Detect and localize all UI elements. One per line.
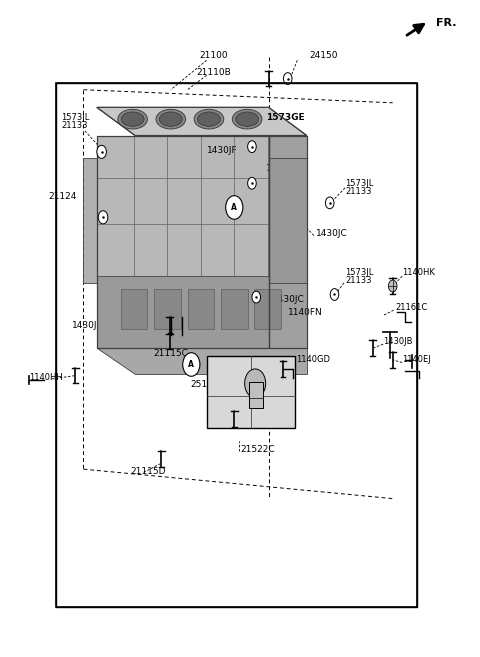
- Ellipse shape: [159, 112, 182, 126]
- Circle shape: [283, 73, 292, 85]
- Text: 21115D: 21115D: [130, 466, 166, 476]
- Text: 21115E: 21115E: [153, 337, 187, 346]
- Circle shape: [252, 291, 261, 303]
- Text: 21115C: 21115C: [153, 349, 188, 358]
- Text: 1430JF: 1430JF: [206, 146, 237, 155]
- Bar: [56, 83, 417, 606]
- Bar: [206, 356, 295, 428]
- Circle shape: [245, 369, 265, 397]
- Text: 1140HK: 1140HK: [402, 269, 435, 277]
- Text: 21114: 21114: [159, 317, 187, 327]
- Circle shape: [388, 280, 397, 292]
- Text: 21522C: 21522C: [240, 445, 275, 454]
- Circle shape: [325, 197, 334, 209]
- Text: 1140GD: 1140GD: [296, 355, 330, 365]
- Text: A: A: [231, 203, 237, 212]
- Text: 21100: 21100: [200, 51, 228, 60]
- Ellipse shape: [236, 112, 259, 126]
- Text: 21133: 21133: [345, 276, 372, 285]
- Text: 21124: 21124: [48, 192, 76, 201]
- Text: 21133: 21133: [61, 121, 87, 130]
- Circle shape: [97, 145, 107, 158]
- Bar: [120, 289, 147, 328]
- Text: 1430JC: 1430JC: [274, 294, 305, 304]
- Text: 1430JC: 1430JC: [316, 229, 348, 238]
- Text: 1573JL: 1573JL: [345, 179, 373, 188]
- Polygon shape: [269, 158, 307, 283]
- Text: 1573JL: 1573JL: [61, 114, 89, 122]
- Text: 1430JB: 1430JB: [383, 337, 413, 346]
- Polygon shape: [97, 135, 269, 348]
- Polygon shape: [97, 348, 307, 374]
- Ellipse shape: [232, 109, 262, 129]
- Text: 1573GE: 1573GE: [266, 164, 302, 173]
- Bar: [254, 289, 281, 328]
- Ellipse shape: [194, 109, 224, 129]
- Text: 1140HH: 1140HH: [29, 373, 63, 382]
- Bar: [56, 83, 417, 606]
- Circle shape: [226, 196, 243, 219]
- Text: 21110B: 21110B: [196, 68, 231, 77]
- Text: A: A: [188, 360, 194, 369]
- Text: 21161C: 21161C: [395, 303, 427, 312]
- Ellipse shape: [198, 112, 220, 126]
- Bar: [249, 382, 264, 408]
- Ellipse shape: [118, 109, 147, 129]
- Text: 24150: 24150: [309, 51, 338, 60]
- Polygon shape: [269, 135, 307, 348]
- Ellipse shape: [156, 109, 186, 129]
- Text: 1430JC: 1430JC: [72, 321, 104, 330]
- Polygon shape: [97, 276, 269, 348]
- Polygon shape: [83, 158, 97, 283]
- Polygon shape: [97, 107, 307, 135]
- Circle shape: [183, 353, 200, 376]
- Circle shape: [98, 211, 108, 224]
- Text: 21119B: 21119B: [252, 396, 287, 405]
- Text: 1573GE: 1573GE: [266, 114, 305, 122]
- Text: 1573JL: 1573JL: [345, 269, 373, 277]
- Circle shape: [330, 288, 339, 300]
- Bar: [221, 289, 248, 328]
- Text: 25124D: 25124D: [190, 380, 225, 388]
- Ellipse shape: [121, 112, 144, 126]
- Bar: [154, 289, 181, 328]
- Circle shape: [248, 141, 256, 152]
- Bar: [188, 289, 214, 328]
- Text: 1140FN: 1140FN: [288, 307, 323, 317]
- Text: 21133: 21133: [345, 187, 372, 196]
- Circle shape: [248, 177, 256, 189]
- Text: 1140EJ: 1140EJ: [402, 355, 431, 365]
- Text: FR.: FR.: [436, 18, 456, 28]
